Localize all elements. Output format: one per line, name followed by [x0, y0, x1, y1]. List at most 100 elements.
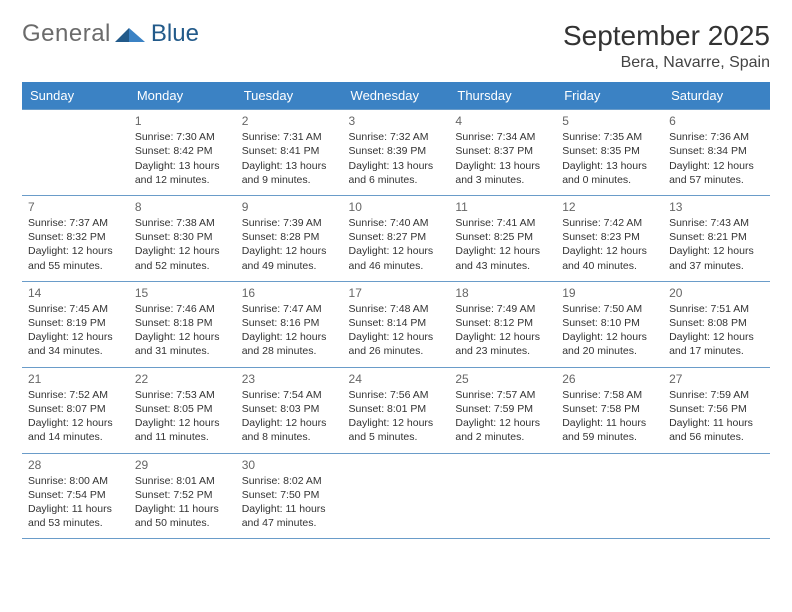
sunrise-text: Sunrise: 7:46 AM	[135, 302, 230, 316]
day-cell	[663, 453, 770, 539]
daylight-text: Daylight: 12 hours and 14 minutes.	[28, 416, 123, 444]
sunset-text: Sunset: 8:14 PM	[349, 316, 444, 330]
sunrise-text: Sunrise: 7:47 AM	[242, 302, 337, 316]
day-cell: 12Sunrise: 7:42 AMSunset: 8:23 PMDayligh…	[556, 195, 663, 281]
title-block: September 2025 Bera, Navarre, Spain	[563, 20, 770, 72]
sunset-text: Sunset: 8:03 PM	[242, 402, 337, 416]
day-cell: 20Sunrise: 7:51 AMSunset: 8:08 PMDayligh…	[663, 281, 770, 367]
weekday-header: Saturday	[663, 82, 770, 110]
day-number: 16	[242, 285, 337, 301]
daylight-text: Daylight: 12 hours and 23 minutes.	[455, 330, 550, 358]
day-cell: 15Sunrise: 7:46 AMSunset: 8:18 PMDayligh…	[129, 281, 236, 367]
daylight-text: Daylight: 12 hours and 52 minutes.	[135, 244, 230, 272]
sunrise-text: Sunrise: 8:00 AM	[28, 474, 123, 488]
topbar: General Blue September 2025 Bera, Navarr…	[22, 20, 770, 72]
day-number: 6	[669, 113, 764, 129]
day-number: 15	[135, 285, 230, 301]
daylight-text: Daylight: 12 hours and 34 minutes.	[28, 330, 123, 358]
sunrise-text: Sunrise: 7:49 AM	[455, 302, 550, 316]
day-cell: 18Sunrise: 7:49 AMSunset: 8:12 PMDayligh…	[449, 281, 556, 367]
day-number: 4	[455, 113, 550, 129]
day-cell: 26Sunrise: 7:58 AMSunset: 7:58 PMDayligh…	[556, 367, 663, 453]
sunset-text: Sunset: 8:08 PM	[669, 316, 764, 330]
day-number: 23	[242, 371, 337, 387]
day-cell: 8Sunrise: 7:38 AMSunset: 8:30 PMDaylight…	[129, 195, 236, 281]
sunrise-text: Sunrise: 7:37 AM	[28, 216, 123, 230]
daylight-text: Daylight: 12 hours and 57 minutes.	[669, 159, 764, 187]
daylight-text: Daylight: 12 hours and 26 minutes.	[349, 330, 444, 358]
sunset-text: Sunset: 7:50 PM	[242, 488, 337, 502]
sunset-text: Sunset: 8:39 PM	[349, 144, 444, 158]
weekday-header: Thursday	[449, 82, 556, 110]
day-number: 17	[349, 285, 444, 301]
day-number: 5	[562, 113, 657, 129]
day-cell: 29Sunrise: 8:01 AMSunset: 7:52 PMDayligh…	[129, 453, 236, 539]
sunset-text: Sunset: 8:16 PM	[242, 316, 337, 330]
day-cell: 19Sunrise: 7:50 AMSunset: 8:10 PMDayligh…	[556, 281, 663, 367]
daylight-text: Daylight: 12 hours and 20 minutes.	[562, 330, 657, 358]
sunrise-text: Sunrise: 7:42 AM	[562, 216, 657, 230]
sunrise-text: Sunrise: 7:56 AM	[349, 388, 444, 402]
day-number: 8	[135, 199, 230, 215]
day-cell	[449, 453, 556, 539]
sunrise-text: Sunrise: 7:30 AM	[135, 130, 230, 144]
daylight-text: Daylight: 11 hours and 50 minutes.	[135, 502, 230, 530]
day-cell	[22, 110, 129, 196]
brand-logo: General Blue	[22, 20, 199, 48]
sunrise-text: Sunrise: 7:58 AM	[562, 388, 657, 402]
day-number: 19	[562, 285, 657, 301]
daylight-text: Daylight: 13 hours and 0 minutes.	[562, 159, 657, 187]
day-number: 27	[669, 371, 764, 387]
sunset-text: Sunset: 8:19 PM	[28, 316, 123, 330]
daylight-text: Daylight: 12 hours and 31 minutes.	[135, 330, 230, 358]
sunset-text: Sunset: 8:07 PM	[28, 402, 123, 416]
daylight-text: Daylight: 12 hours and 11 minutes.	[135, 416, 230, 444]
sunset-text: Sunset: 8:41 PM	[242, 144, 337, 158]
day-cell: 14Sunrise: 7:45 AMSunset: 8:19 PMDayligh…	[22, 281, 129, 367]
brand-mark-icon	[115, 22, 147, 46]
sunset-text: Sunset: 8:35 PM	[562, 144, 657, 158]
week-row: 1Sunrise: 7:30 AMSunset: 8:42 PMDaylight…	[22, 110, 770, 196]
sunrise-text: Sunrise: 7:32 AM	[349, 130, 444, 144]
daylight-text: Daylight: 12 hours and 43 minutes.	[455, 244, 550, 272]
sunset-text: Sunset: 8:30 PM	[135, 230, 230, 244]
day-number: 14	[28, 285, 123, 301]
day-number: 24	[349, 371, 444, 387]
day-number: 12	[562, 199, 657, 215]
day-cell: 1Sunrise: 7:30 AMSunset: 8:42 PMDaylight…	[129, 110, 236, 196]
sunrise-text: Sunrise: 7:35 AM	[562, 130, 657, 144]
day-cell	[556, 453, 663, 539]
sunrise-text: Sunrise: 7:36 AM	[669, 130, 764, 144]
sunset-text: Sunset: 8:28 PM	[242, 230, 337, 244]
daylight-text: Daylight: 12 hours and 40 minutes.	[562, 244, 657, 272]
weekday-header: Tuesday	[236, 82, 343, 110]
day-number: 1	[135, 113, 230, 129]
brand-part2: Blue	[151, 20, 199, 48]
sunrise-text: Sunrise: 7:59 AM	[669, 388, 764, 402]
sunset-text: Sunset: 7:54 PM	[28, 488, 123, 502]
weekday-header: Monday	[129, 82, 236, 110]
day-cell: 25Sunrise: 7:57 AMSunset: 7:59 PMDayligh…	[449, 367, 556, 453]
day-cell: 27Sunrise: 7:59 AMSunset: 7:56 PMDayligh…	[663, 367, 770, 453]
daylight-text: Daylight: 11 hours and 59 minutes.	[562, 416, 657, 444]
day-cell: 9Sunrise: 7:39 AMSunset: 8:28 PMDaylight…	[236, 195, 343, 281]
sunset-text: Sunset: 8:27 PM	[349, 230, 444, 244]
sunset-text: Sunset: 8:25 PM	[455, 230, 550, 244]
day-cell: 6Sunrise: 7:36 AMSunset: 8:34 PMDaylight…	[663, 110, 770, 196]
day-cell: 2Sunrise: 7:31 AMSunset: 8:41 PMDaylight…	[236, 110, 343, 196]
calendar-table: Sunday Monday Tuesday Wednesday Thursday…	[22, 82, 770, 539]
day-number: 22	[135, 371, 230, 387]
day-number: 28	[28, 457, 123, 473]
week-row: 28Sunrise: 8:00 AMSunset: 7:54 PM Dayligh…	[22, 453, 770, 539]
daylight-text: Daylight: 11 hours and 47 minutes.	[242, 502, 337, 530]
daylight-text: Daylight: 13 hours and 9 minutes.	[242, 159, 337, 187]
sunrise-text: Sunrise: 7:51 AM	[669, 302, 764, 316]
weekday-header: Sunday	[22, 82, 129, 110]
day-number: 10	[349, 199, 444, 215]
weekday-header: Friday	[556, 82, 663, 110]
day-cell: 23Sunrise: 7:54 AMSunset: 8:03 PMDayligh…	[236, 367, 343, 453]
sunset-text: Sunset: 8:18 PM	[135, 316, 230, 330]
day-number: 2	[242, 113, 337, 129]
day-cell: 3Sunrise: 7:32 AMSunset: 8:39 PMDaylight…	[343, 110, 450, 196]
daylight-text: Daylight: 12 hours and 2 minutes.	[455, 416, 550, 444]
